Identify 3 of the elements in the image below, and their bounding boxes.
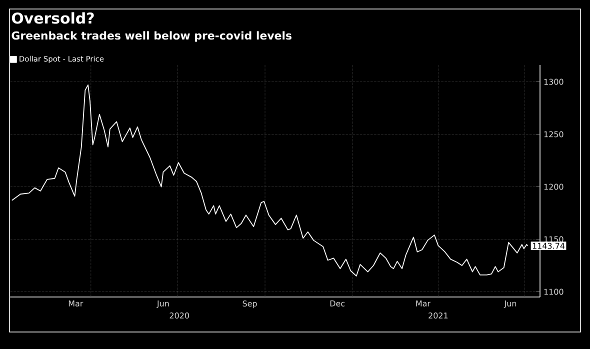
- line-series: [11, 84, 528, 276]
- chart-subtitle: Greenback trades well below pre-covid levels: [12, 31, 292, 42]
- chart-title: Oversold?: [12, 12, 94, 24]
